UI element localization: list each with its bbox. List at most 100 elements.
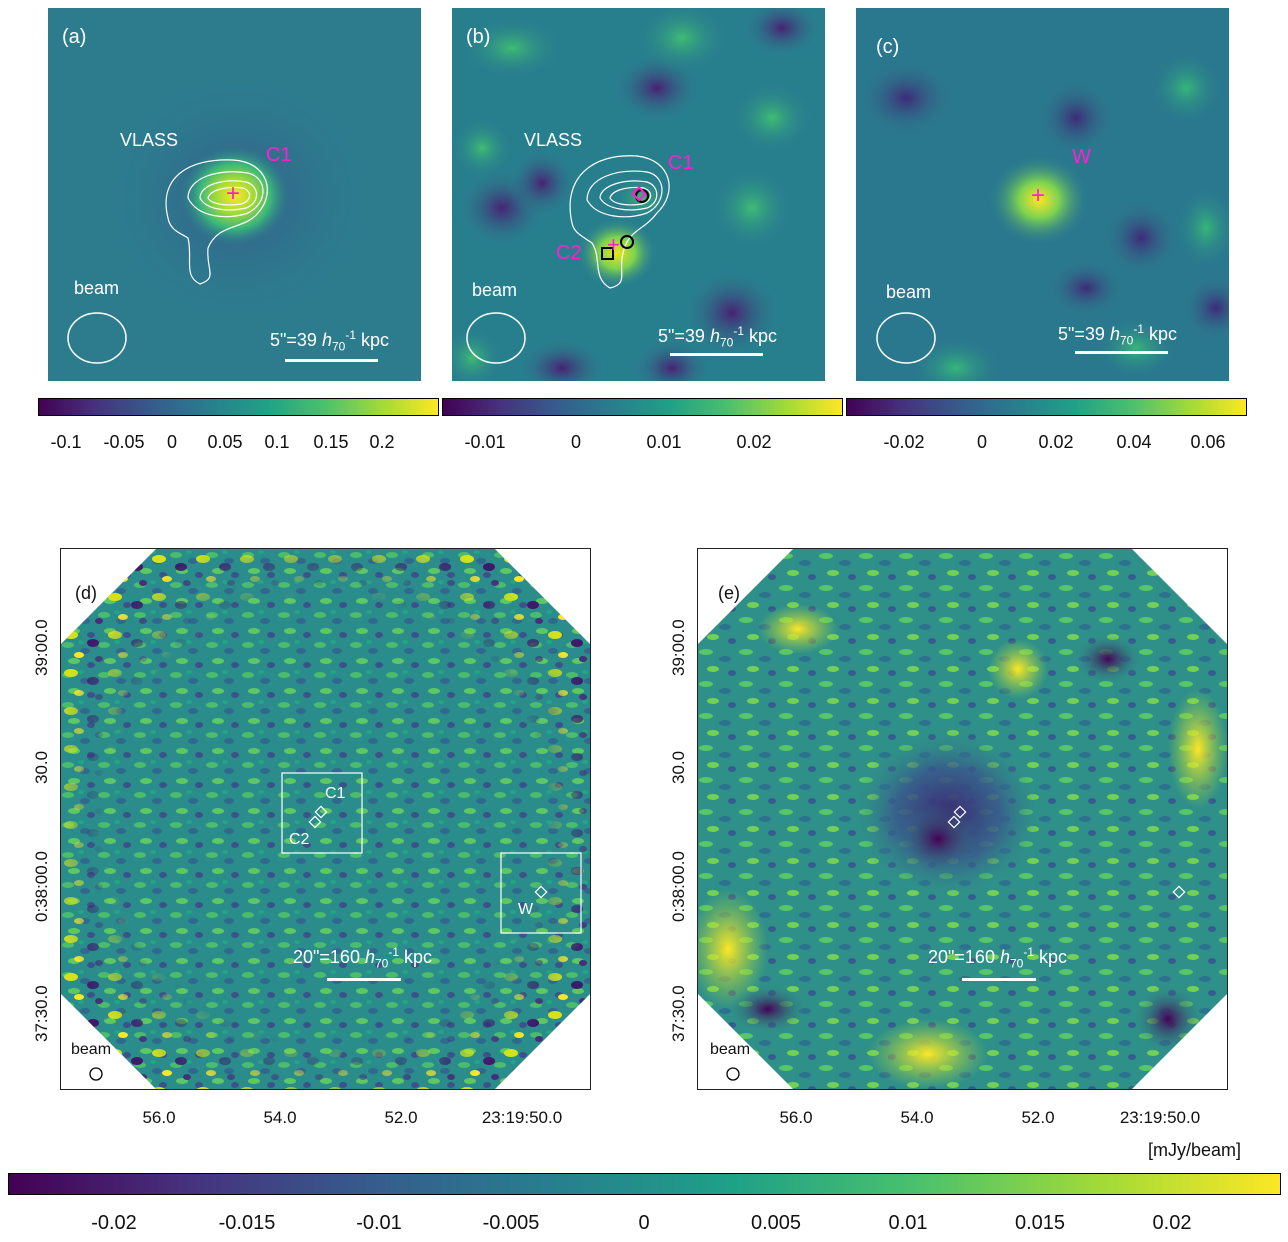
beam-circle: [89, 1067, 103, 1081]
y-tick: 39:00.0: [32, 619, 51, 676]
source-label-c1: C1: [266, 144, 292, 166]
colorbar-bottom-tick: 0.02: [1152, 1212, 1192, 1234]
scale-bar: [670, 353, 763, 356]
panel-label: (c): [876, 36, 900, 58]
colorbar-a-tick: 0.1: [264, 432, 290, 452]
square-marker: [601, 247, 614, 260]
circle-marker: [620, 235, 634, 249]
diamond-marker-c2: [308, 815, 322, 829]
colorbar-bottom-tick: -0.015: [218, 1212, 276, 1234]
colorbar-b-tick: -0.01: [464, 432, 506, 452]
panel-label: (a): [62, 26, 87, 48]
panel-d: (d) C1 C2 W 20"=160 h70-1 kpc beam: [61, 549, 590, 1089]
colorbar-bottom-tick: 0: [638, 1212, 650, 1234]
colorbar-bottom-tick: 0.015: [1014, 1212, 1066, 1234]
x-tick: 52.0: [384, 1108, 418, 1127]
zoom-box-w: [500, 852, 582, 934]
beam-label: beam: [472, 280, 518, 300]
scale-label: 5"=39 h70-1 kpc: [658, 324, 778, 350]
panel-d-frame: [60, 548, 591, 1090]
colorbar-a: [38, 398, 439, 416]
panel-label: (d): [75, 583, 97, 603]
colorbar-b-tick: 0.01: [646, 432, 682, 452]
scale-label: 20"=160 h70-1 kpc: [928, 945, 1068, 971]
diamond-marker-c1: [314, 805, 328, 819]
colorbar-bottom: [8, 1173, 1281, 1195]
colorbar-bottom-tick: 0.005: [750, 1212, 802, 1234]
panel-label: (e): [718, 583, 740, 603]
x-tick: 23:19:50.0: [1119, 1108, 1201, 1127]
vlass-contours: [569, 155, 670, 289]
y-tick: 0:38:00.0: [669, 851, 688, 922]
colorbar-c-tick: 0: [976, 432, 988, 452]
colorbar-b-tick: 0.02: [736, 432, 772, 452]
y-tick: 0:38:00.0: [32, 851, 51, 922]
beam-ellipse: [876, 312, 936, 364]
beam-label: beam: [710, 1041, 751, 1058]
colorbar-a-tick: 0: [166, 432, 178, 452]
scale-bar: [327, 978, 401, 981]
scale-bar: [962, 978, 1036, 981]
peak-marker-plus: +: [226, 180, 241, 207]
diamond-marker-c2: [947, 815, 961, 829]
colorbar-b: [442, 398, 843, 416]
source-label-c1: C1: [668, 152, 694, 174]
beam-label: beam: [71, 1041, 112, 1058]
colorbar-c-tick: 0.06: [1190, 432, 1226, 452]
diamond-marker: [631, 185, 647, 202]
colorbar-c-tick: -0.02: [883, 432, 925, 452]
source-label-c2: C2: [556, 242, 582, 264]
y-tick: 39:00.0: [669, 619, 688, 676]
y-tick: 30.0: [32, 750, 51, 784]
colorbar-bottom-tick: 0.01: [888, 1212, 928, 1234]
diamond-marker-w: [1172, 885, 1186, 899]
colorbar-bottom-tick: -0.01: [356, 1212, 402, 1234]
x-tick: 52.0: [1021, 1108, 1055, 1127]
colorbar-a-tick: 0.05: [207, 432, 243, 452]
y-tick: 37:30.0: [669, 985, 688, 1042]
vlass-contours: [165, 159, 268, 285]
beam-ellipse: [466, 312, 526, 364]
panel-c-image: [856, 8, 1229, 381]
vlass-label: VLASS: [524, 130, 583, 150]
panel-label: (b): [466, 26, 491, 48]
beam-label: beam: [74, 278, 120, 298]
colorbar-a-tick: 0.2: [369, 432, 395, 452]
box-label-c1: C1: [325, 785, 346, 802]
scale-bar: [285, 359, 378, 362]
colorbar-a-tick: -0.05: [103, 432, 145, 452]
x-tick: 56.0: [779, 1108, 813, 1127]
scale-label: 5"=39 h70-1 kpc: [1058, 322, 1178, 348]
scale-bar: [1075, 351, 1168, 354]
panel-b: (b) VLASS C1 C2 + beam 5"=39 h70-1 kpc: [452, 8, 825, 381]
colorbar-b-tick: 0: [570, 432, 582, 452]
colorbar-c-tick: 0.04: [1116, 432, 1152, 452]
beam-label: beam: [886, 282, 932, 302]
panel-e-frame: [697, 548, 1228, 1090]
x-tick: 23:19:50.0: [481, 1108, 563, 1127]
x-tick: 54.0: [263, 1108, 297, 1127]
scale-label: 5"=39 h70-1 kpc: [270, 328, 390, 354]
colorbar-a-tick: 0.15: [313, 432, 349, 452]
colorbar-bottom-tick: -0.005: [482, 1212, 540, 1234]
beam-circle: [726, 1067, 740, 1081]
x-tick: 54.0: [900, 1108, 934, 1127]
colorbar-unit: [mJy/beam]: [1148, 1140, 1242, 1160]
box-label-w: W: [518, 901, 534, 918]
diamond-marker-c1: [953, 805, 967, 819]
colorbar-c-tick: 0.02: [1038, 432, 1074, 452]
x-tick: 56.0: [142, 1108, 176, 1127]
panel-b-image: [452, 8, 825, 381]
beam-ellipse: [67, 312, 127, 364]
panel-d-image: [61, 549, 590, 1089]
peak-marker-plus: +: [607, 232, 620, 257]
colorbar-a-tick: -0.1: [50, 432, 82, 452]
peak-marker-plus: +: [1031, 182, 1046, 209]
y-tick: 30.0: [669, 750, 688, 784]
panel-c: (c) W + beam 5"=39 h70-1 kpc: [856, 8, 1229, 381]
panel-e-image: [698, 549, 1227, 1089]
box-label-c2: C2: [289, 831, 310, 848]
diamond-marker-w: [534, 885, 548, 899]
zoom-box-c: [281, 772, 363, 854]
panel-e: (e) 20"=160 h70-1 kpc beam: [698, 549, 1227, 1089]
